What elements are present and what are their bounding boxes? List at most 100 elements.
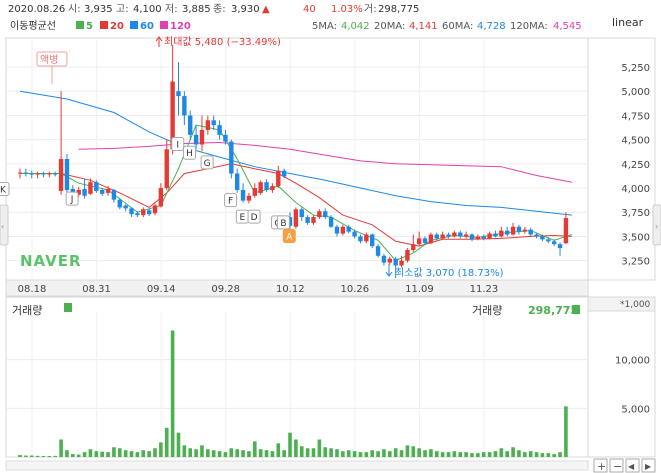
volume-bar xyxy=(24,455,28,457)
event-marker-label: B xyxy=(280,219,286,229)
candle-body xyxy=(463,234,469,237)
candle-body xyxy=(352,231,357,237)
candle-body xyxy=(199,129,205,145)
volume-bar xyxy=(53,455,58,457)
header-volume: 298,775 xyxy=(378,4,419,15)
volume-bar xyxy=(71,454,75,457)
ma60-value: 4,728 xyxy=(477,21,506,32)
right-scroll-handle[interactable]: › xyxy=(652,204,661,246)
candle-body xyxy=(88,182,93,194)
ma60-line xyxy=(19,90,572,216)
legend-swatch-5[interactable] xyxy=(76,21,84,29)
event-marker-label: I xyxy=(176,140,179,150)
ma120-value: 4,545 xyxy=(553,21,582,32)
candle-body xyxy=(252,188,257,196)
legend-swatch-20[interactable] xyxy=(100,21,108,29)
left-scroll-handle[interactable]: ‹ xyxy=(0,204,9,246)
volume-bar xyxy=(47,456,52,457)
event-marker-label: A xyxy=(286,232,293,242)
max-arrow-icon xyxy=(155,36,163,47)
left-handle-box xyxy=(0,204,9,246)
date-tick-label: 09.14 xyxy=(147,284,176,295)
volume-bar xyxy=(546,453,551,457)
prev-button[interactable]: ◀ xyxy=(625,458,640,473)
zoom-in-box xyxy=(593,458,608,473)
price-tick-label: 3,750 xyxy=(621,208,650,219)
ma5-value: 4,042 xyxy=(341,21,370,32)
candle-body xyxy=(469,234,475,240)
volume-bar xyxy=(305,448,310,457)
volume-bar xyxy=(282,450,286,457)
candle-body xyxy=(152,205,158,214)
candle-body xyxy=(411,244,416,250)
ma120-line xyxy=(78,141,572,183)
zoom-in-button[interactable]: + xyxy=(593,458,608,473)
candle-body xyxy=(458,232,463,237)
right-handle-box xyxy=(652,204,661,246)
event-marker-box xyxy=(282,228,296,243)
candle-body xyxy=(211,120,216,126)
volume-bar xyxy=(235,449,239,457)
price-tick-label: 3,250 xyxy=(621,257,650,268)
price-tick-label: 5,000 xyxy=(621,87,650,98)
event-badge-label: 액병 xyxy=(40,54,58,66)
candle-body xyxy=(141,209,146,216)
volume-bar xyxy=(29,455,34,457)
prev-box xyxy=(625,458,640,473)
next-button[interactable]: ▶ xyxy=(641,458,656,473)
volume-value: 298,775 xyxy=(528,304,578,317)
event-marker-box xyxy=(182,145,196,160)
event-marker-label: K xyxy=(0,185,7,195)
candle-body xyxy=(158,188,164,207)
volume-bar xyxy=(481,452,486,457)
candle-body xyxy=(117,199,122,208)
candle-body xyxy=(381,255,387,263)
event-badge[interactable]: 액병 xyxy=(36,51,68,84)
price-tick-label: 4,000 xyxy=(621,184,650,195)
volume-bar xyxy=(170,330,175,457)
legend-swatch-60[interactable] xyxy=(130,21,138,29)
volume-bar xyxy=(82,452,87,457)
legend-label-5[interactable]: 5 xyxy=(86,21,93,32)
event-marker-label: F xyxy=(228,197,233,207)
volume-bar xyxy=(229,448,234,457)
volume-bar xyxy=(194,449,198,457)
event-marker-box xyxy=(276,215,290,230)
volume-bar xyxy=(493,451,498,457)
candle-body xyxy=(293,209,299,227)
linear-scale-button[interactable]: linear xyxy=(612,16,644,29)
volume-bar xyxy=(364,452,369,457)
volume-bar xyxy=(346,450,351,457)
candle-body xyxy=(311,217,316,223)
legend-swatch-120[interactable] xyxy=(160,21,168,29)
legend-label-60[interactable]: 60 xyxy=(140,21,154,32)
header-high: 4,100 xyxy=(133,4,162,15)
volume-bar xyxy=(94,451,99,457)
zoom-out-button[interactable]: − xyxy=(609,458,624,473)
candle-body xyxy=(270,186,275,190)
candle-body xyxy=(105,189,111,193)
date-tick-label: 11.09 xyxy=(405,284,434,295)
volume-bar xyxy=(429,449,433,457)
naver-watermark: NAVER xyxy=(20,252,82,270)
volume-bar xyxy=(223,452,228,457)
candle-body xyxy=(387,258,393,263)
candle-body xyxy=(258,182,263,193)
candle-body xyxy=(135,213,140,216)
volume-bar xyxy=(200,445,204,457)
legend-label-20[interactable]: 20 xyxy=(110,21,124,32)
volume-bar xyxy=(106,452,110,457)
time-scrollbar[interactable] xyxy=(5,460,589,471)
next-box xyxy=(641,458,656,473)
volume-bar xyxy=(440,452,445,457)
candle-body xyxy=(434,234,439,239)
candle-body xyxy=(129,208,134,215)
volume-bar xyxy=(376,451,380,457)
volume-bar xyxy=(311,448,316,457)
volume-bar xyxy=(141,450,146,457)
volume-bar xyxy=(59,439,63,457)
candle-body xyxy=(58,159,64,191)
candle-body xyxy=(370,234,375,247)
legend-label-120[interactable]: 120 xyxy=(170,21,191,32)
candle-body xyxy=(111,189,117,200)
